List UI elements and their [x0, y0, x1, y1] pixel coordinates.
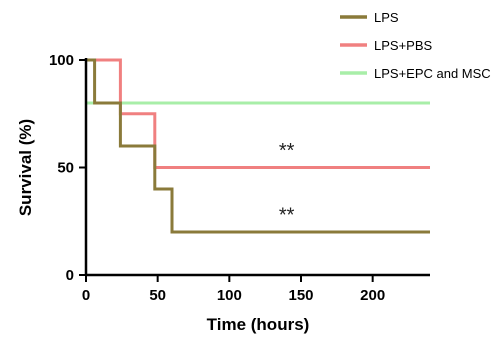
- x-axis-title: Time (hours): [207, 315, 310, 334]
- y-tick-label: 0: [66, 267, 74, 284]
- series-line-lps: [86, 58, 430, 234]
- legend-label: LPS: [374, 10, 399, 25]
- x-tick-label: 0: [82, 287, 90, 304]
- x-tick-label: 150: [288, 287, 313, 304]
- significance-annotation-1: **: [279, 140, 295, 162]
- annotation-layer: ** **: [279, 140, 295, 227]
- x-tick-label: 100: [217, 287, 242, 304]
- y-tick-label: 50: [57, 160, 74, 177]
- legend: LPS LPS+PBS LPS+EPC and MSC: [340, 10, 491, 81]
- axes-layer: 0 50 100 150 200 0 50 100: [49, 52, 430, 304]
- x-tick-label: 50: [149, 287, 166, 304]
- x-tick-label: 200: [360, 287, 385, 304]
- y-tick-label: 100: [49, 52, 74, 69]
- y-axis-title: Survival (%): [16, 119, 35, 216]
- legend-label: LPS+PBS: [374, 38, 433, 53]
- series-line-lps-pbs: [86, 58, 430, 169]
- significance-annotation-2: **: [279, 204, 295, 226]
- series-layer: [86, 58, 430, 234]
- legend-label: LPS+EPC and MSC: [374, 66, 491, 81]
